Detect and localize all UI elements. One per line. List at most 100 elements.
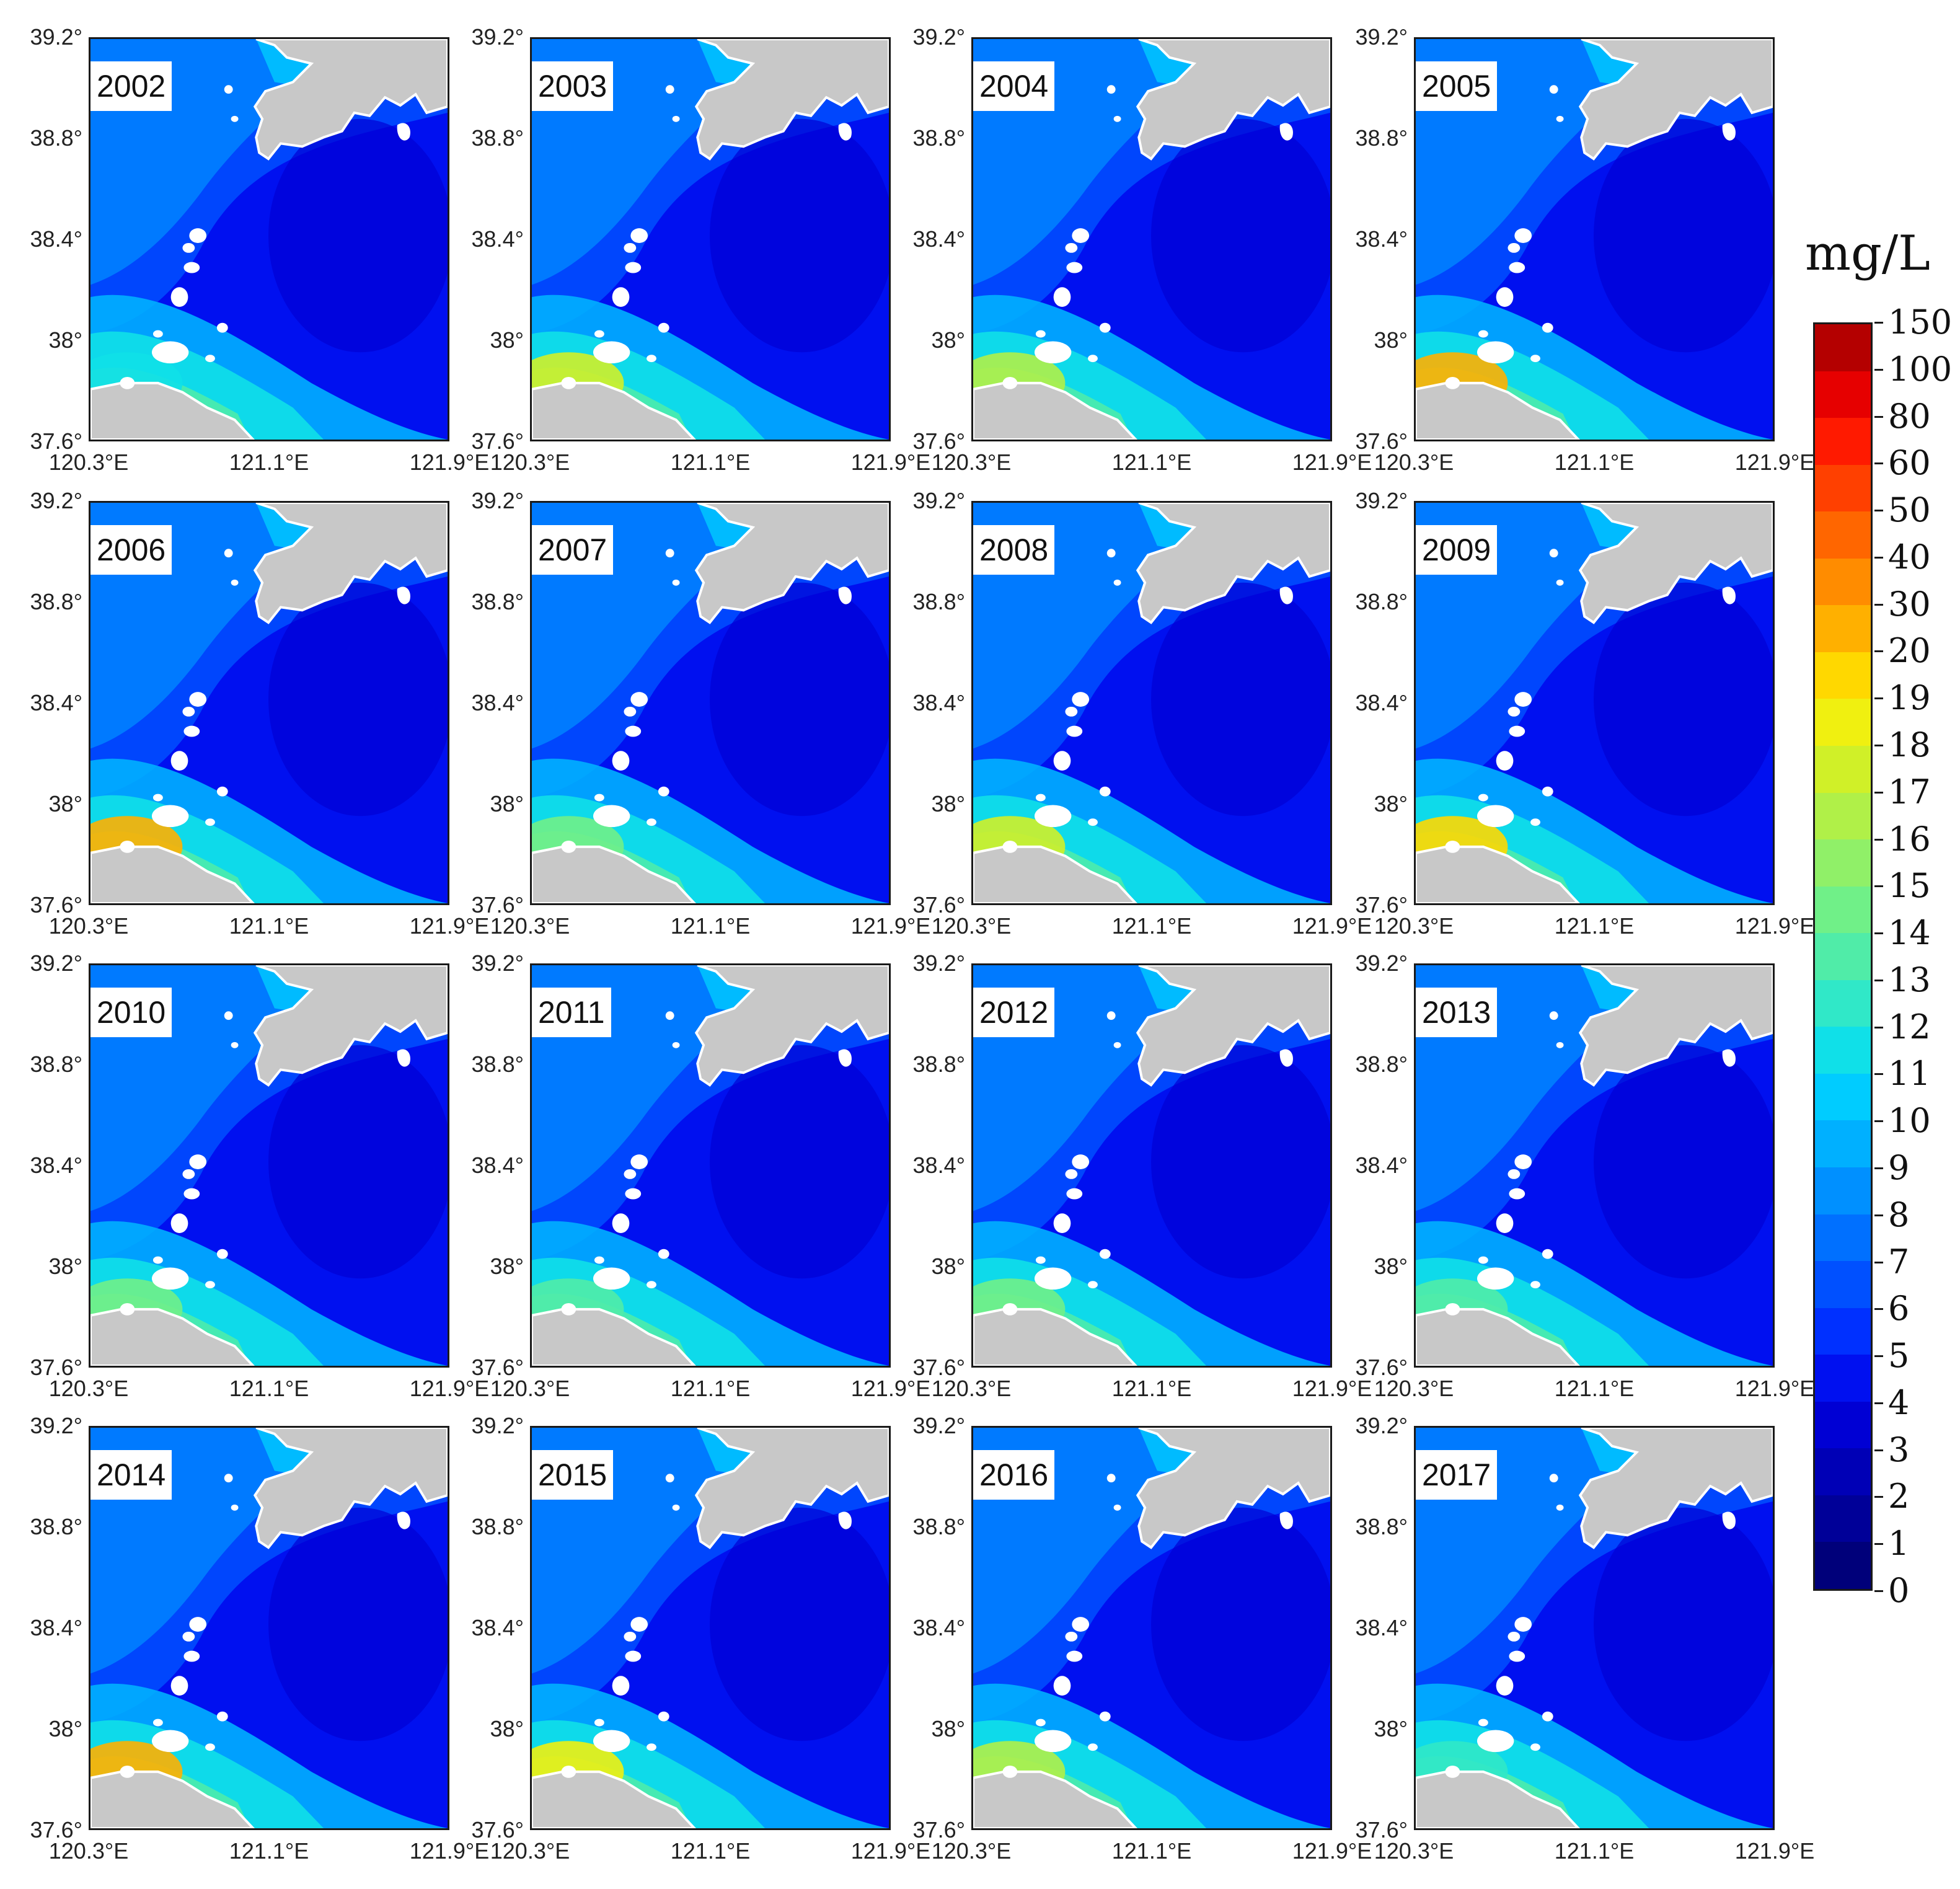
colorbar-tick bbox=[1874, 1261, 1883, 1263]
colorbar-bin bbox=[1815, 1120, 1871, 1168]
x-tick-label: 120.3°E bbox=[48, 1838, 129, 1864]
y-tick-label: 37.6° bbox=[30, 1355, 82, 1380]
x-tick-label: 120.3°E bbox=[48, 913, 129, 939]
y-tick-label: 37.6° bbox=[1355, 1355, 1408, 1380]
colorbar-bin bbox=[1815, 1401, 1871, 1449]
colorbar-bin bbox=[1815, 746, 1871, 794]
colorbar-tick-label: 8 bbox=[1888, 1195, 1910, 1234]
x-tick-label: 121.9°E bbox=[1734, 913, 1815, 939]
colorbar-tick-label: 11 bbox=[1888, 1054, 1931, 1094]
coastline-land bbox=[1416, 965, 1773, 1366]
colorbar-tick-label: 50 bbox=[1888, 490, 1931, 530]
colorbar-tick-label: 60 bbox=[1888, 443, 1931, 483]
colorbar-tick-label: 6 bbox=[1888, 1289, 1910, 1329]
colorbar-tick bbox=[1874, 650, 1883, 653]
colorbar-tick bbox=[1874, 1308, 1883, 1311]
islands bbox=[561, 1011, 680, 1316]
x-tick-label: 120.3°E bbox=[490, 913, 570, 939]
x-tick-label: 121.9°E bbox=[850, 913, 931, 939]
coastline-land bbox=[1416, 1428, 1773, 1828]
y-tick-label: 39.2° bbox=[30, 1413, 82, 1438]
islands bbox=[120, 1011, 239, 1316]
map-canvas bbox=[1416, 39, 1773, 440]
y-tick-label: 38° bbox=[1374, 327, 1408, 353]
y-tick-label: 38.4° bbox=[471, 226, 524, 252]
colorbar-tick bbox=[1874, 415, 1883, 418]
y-tick-label: 37.6° bbox=[471, 1355, 524, 1380]
colorbar-tick bbox=[1874, 368, 1883, 371]
y-tick-label: 38.8° bbox=[471, 1051, 524, 1077]
colorbar-tick-label: 20 bbox=[1888, 631, 1931, 671]
y-tick-label: 39.2° bbox=[471, 24, 524, 50]
x-tick-label: 121.9°E bbox=[850, 1376, 931, 1401]
islands bbox=[1002, 1474, 1121, 1778]
colorbar-tick-label: 13 bbox=[1888, 960, 1931, 999]
y-tick-label: 38.4° bbox=[471, 1152, 524, 1178]
colorbar-bin bbox=[1815, 1027, 1871, 1074]
colorbar-bin bbox=[1815, 699, 1871, 746]
islands bbox=[1002, 85, 1121, 389]
y-tick-label: 38.4° bbox=[1355, 1615, 1408, 1640]
x-tick-label: 121.1°E bbox=[1554, 1376, 1635, 1401]
colorbar-bin bbox=[1815, 1214, 1871, 1262]
panel-year-label: 2003 bbox=[532, 61, 614, 111]
colorbar-tick bbox=[1874, 1355, 1883, 1358]
colorbar-tick bbox=[1874, 556, 1883, 559]
panel-year-label: 2014 bbox=[90, 1450, 172, 1500]
x-tick-label: 120.3°E bbox=[48, 1376, 129, 1401]
islands bbox=[120, 549, 239, 853]
y-tick-label: 38° bbox=[931, 1254, 965, 1279]
islands bbox=[561, 549, 680, 853]
y-tick-label: 37.6° bbox=[1355, 428, 1408, 454]
y-tick-label: 38.8° bbox=[912, 125, 965, 151]
y-tick-label: 38.4° bbox=[30, 1615, 82, 1640]
x-tick-label: 121.9°E bbox=[1292, 913, 1372, 939]
coastline-land bbox=[973, 1428, 1330, 1828]
map-frame: 2012 bbox=[971, 963, 1332, 1368]
colorbar-tick bbox=[1874, 979, 1883, 981]
y-tick-label: 38° bbox=[490, 327, 524, 353]
y-tick-label: 38° bbox=[1374, 1716, 1408, 1741]
y-tick-label: 38.4° bbox=[471, 1615, 524, 1640]
colorbar-tick bbox=[1874, 791, 1883, 794]
colorbar-tick-label: 12 bbox=[1888, 1007, 1931, 1046]
colorbar-tick bbox=[1874, 1026, 1883, 1029]
colorbar-tick-label: 80 bbox=[1888, 396, 1931, 436]
coastline-land bbox=[1416, 39, 1773, 440]
y-tick-label: 38.8° bbox=[30, 1051, 82, 1077]
colorbar-tick-label: 18 bbox=[1888, 725, 1931, 764]
y-tick-label: 38.8° bbox=[471, 125, 524, 151]
map-canvas bbox=[973, 1428, 1330, 1828]
x-tick-label: 121.1°E bbox=[670, 1376, 751, 1401]
panel-year-label: 2010 bbox=[90, 988, 172, 1037]
coastline-land bbox=[90, 965, 448, 1366]
colorbar-gradient bbox=[1813, 322, 1873, 1591]
y-tick-label: 38° bbox=[931, 791, 965, 816]
colorbar-tick-label: 3 bbox=[1888, 1430, 1910, 1469]
map-frame: 2004 bbox=[971, 37, 1332, 441]
x-tick-label: 121.1°E bbox=[229, 1376, 309, 1401]
y-tick-label: 38.8° bbox=[471, 589, 524, 614]
colorbar-tick-label: 10 bbox=[1888, 1101, 1931, 1141]
colorbar-tick-label: 16 bbox=[1888, 819, 1931, 859]
x-tick-label: 121.9°E bbox=[409, 913, 490, 939]
x-tick-label: 121.9°E bbox=[1292, 1376, 1372, 1401]
x-tick-label: 121.1°E bbox=[1554, 449, 1635, 475]
map-frame: 2007 bbox=[530, 501, 891, 905]
map-frame: 2015 bbox=[530, 1426, 891, 1830]
colorbar-tick bbox=[1874, 838, 1883, 841]
colorbar-tick bbox=[1874, 462, 1883, 465]
y-tick-label: 39.2° bbox=[30, 24, 82, 50]
panel-year-label: 2011 bbox=[532, 988, 611, 1037]
y-tick-label: 38.4° bbox=[1355, 226, 1408, 252]
coastline-land bbox=[973, 965, 1330, 1366]
colorbar-tick bbox=[1874, 1590, 1883, 1592]
colorbar-bin bbox=[1815, 980, 1871, 1028]
x-tick-label: 121.9°E bbox=[1292, 449, 1372, 475]
y-tick-label: 38.8° bbox=[30, 125, 82, 151]
colorbar-tick bbox=[1874, 745, 1883, 746]
panel-year-label: 2016 bbox=[973, 1450, 1055, 1500]
y-tick-label: 38.8° bbox=[1355, 589, 1408, 614]
map-frame: 2016 bbox=[971, 1426, 1332, 1830]
panel-year-label: 2006 bbox=[90, 525, 172, 575]
